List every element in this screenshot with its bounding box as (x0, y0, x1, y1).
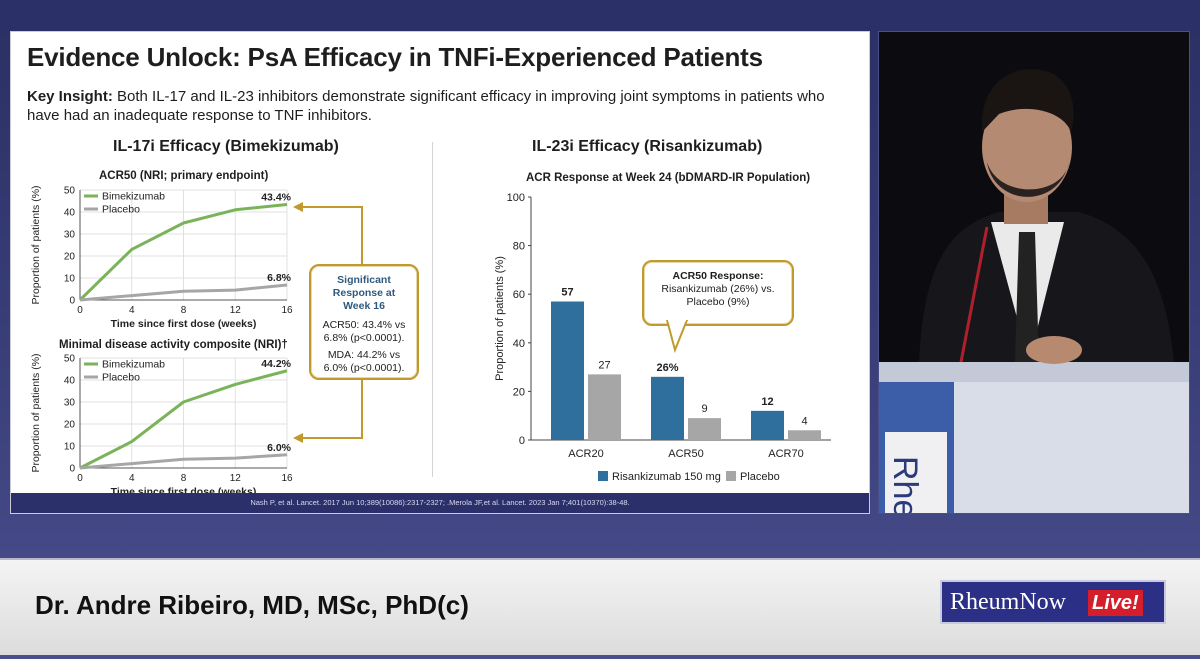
acr50-ytick-label: 10 (64, 274, 76, 285)
acr50-xtick-label: 4 (129, 305, 135, 316)
bar-value-label: 26% (656, 362, 678, 374)
bar-y-axis-label: Proportion of patients (%) (494, 256, 506, 381)
slide-title: Evidence Unlock: PsA Efficacy in TNFi-Ex… (27, 42, 763, 72)
chart2-title: Minimal disease activity composite (NRI)… (59, 339, 288, 351)
acr50-y-axis-label: Proportion of patients (%) (30, 185, 42, 304)
bar-legend-swatch-risankizumab (598, 471, 608, 481)
mda-xtick-label: 0 (77, 473, 83, 484)
acr50-line-chart: 0 10 20 30 40 50 0 4 8 12 16 Time since first dose … (30, 185, 293, 330)
bar-ytick-label: 0 (519, 435, 525, 447)
mda-line-chart: 0 10 20 30 40 50 0 4 8 12 16 Time since first dose … (30, 353, 293, 496)
speaker-illustration: Rhe (879, 32, 1189, 514)
acr50-legend-label-bimekizumab: Bimekizumab (102, 191, 165, 203)
presentation-slide: Evidence Unlock: PsA Efficacy in TNFi-Ex… (10, 31, 870, 514)
acr50-end-label-bimekizumab: 43.4% (261, 192, 291, 204)
mda-series-placebo (79, 453, 288, 470)
key-insight: Key Insight: Both IL-17 and IL-23 inhibi… (27, 87, 847, 125)
mda-legend-label-placebo: Placebo (102, 372, 140, 384)
acr50-xtick-label: 0 (77, 305, 83, 316)
bar-ytick-label: 80 (513, 241, 525, 253)
rheumnow-logo: RheumNow Live! (940, 580, 1166, 624)
brand-live-badge: Live! (1088, 590, 1143, 616)
bar-acr20-placebo (588, 374, 621, 440)
bar-category-label: ACR50 (668, 448, 703, 460)
bar-value-label: 57 (561, 286, 573, 298)
bar-legend-label-risankizumab: Risankizumab 150 mg (612, 471, 721, 483)
mda-xtick-label: 4 (129, 473, 135, 484)
mda-ytick-label: 0 (69, 464, 75, 475)
acr50-xtick-label: 16 (281, 305, 293, 316)
acr50-xtick-label: 8 (181, 305, 187, 316)
bar-value-label: 9 (701, 403, 707, 415)
mda-xtick-label: 16 (281, 473, 293, 484)
acr50-ytick-label: 20 (64, 252, 76, 263)
chart3-title: ACR Response at Week 24 (bDMARD-IR Popul… (526, 172, 811, 184)
bar-acr70-placebo (788, 430, 821, 440)
right-callout: ACR50 Response: Risankizumab (26%) vs. P… (642, 260, 794, 326)
bar-category-label: ACR20 (568, 448, 603, 460)
bar-value-label: 12 (761, 396, 773, 408)
speaker-video: Rhe (878, 31, 1190, 514)
insight-text: Both IL-17 and IL-23 inhibitors demonstr… (27, 88, 825, 124)
bar-legend-swatch-placebo (726, 471, 736, 481)
bar-acr70-risankizumab (751, 410, 784, 440)
left-callout-mda: MDA: 44.2% vs 6.0% (p<0.0001). (323, 349, 405, 374)
mda-xtick-label: 12 (230, 473, 242, 484)
right-panel-title: IL-23i Efficacy (Risankizumab) (532, 138, 763, 155)
right-callout-heading: ACR50 Response: (672, 270, 764, 282)
acr50-ytick-label: 30 (64, 230, 76, 241)
insight-label: Key Insight: (27, 88, 113, 105)
bar-value-label: 27 (598, 359, 610, 371)
acr50-ytick-label: 40 (64, 208, 76, 219)
presenter-name: Dr. Andre Ribeiro, MD, MSc, PhD(c) (35, 590, 469, 620)
left-callout-acr50: ACR50: 43.4% vs 6.8% (p<0.0001). (322, 319, 406, 344)
callout-connectors (293, 202, 363, 443)
right-callout-body: Risankizumab (26%) vs. Placebo (9%) (661, 283, 775, 308)
bar-acr50-risankizumab (651, 376, 684, 440)
bar-ytick-label: 20 (513, 386, 525, 398)
podium-text: Rhe (886, 456, 924, 514)
mda-legend-label-bimekizumab: Bimekizumab (102, 359, 165, 371)
bar-acr20-risankizumab (551, 301, 584, 440)
acr50-end-label-placebo: 6.8% (267, 272, 292, 284)
mda-ytick-label: 30 (64, 398, 76, 409)
acr50-ytick-label: 0 (69, 296, 75, 307)
acr50-legend-label-placebo: Placebo (102, 204, 140, 216)
right-callout-pointer (665, 320, 689, 354)
acr50-x-axis-label: Time since first dose (weeks) (111, 318, 257, 330)
left-callout: Significant Response at Week 16 ACR50: 4… (309, 264, 419, 380)
bar-ytick-label: 100 (507, 192, 525, 204)
bar-ytick-label: 60 (513, 289, 525, 301)
mda-end-label-placebo: 6.0% (267, 442, 292, 454)
bar-legend-label-placebo: Placebo (740, 471, 780, 483)
stage-background (0, 0, 1200, 30)
mda-end-label-bimekizumab: 44.2% (261, 358, 291, 370)
bar-value-label: 4 (801, 415, 807, 427)
acr-response-bar-chart: 0 20 40 60 80 100 Proportion of patients (%) 57… (494, 192, 831, 483)
bar-acr50-placebo (688, 418, 721, 440)
mda-ytick-label: 20 (64, 420, 76, 431)
acr50-xtick-label: 12 (230, 305, 242, 316)
mda-ytick-label: 10 (64, 442, 76, 453)
bar-ytick-label: 40 (513, 338, 525, 350)
chart1-title: ACR50 (NRI; primary endpoint) (99, 170, 269, 182)
brand-name: RheumNow (950, 589, 1066, 615)
acr50-series-bimekizumab (78, 203, 288, 302)
bar-category-label: ACR70 (768, 448, 803, 460)
acr50-ytick-label: 50 (64, 186, 76, 197)
left-callout-heading: Significant Response at Week 16 (332, 274, 396, 312)
mda-xtick-label: 8 (181, 473, 187, 484)
mda-y-axis-label: Proportion of patients (%) (30, 353, 42, 472)
left-panel-title: IL-17i Efficacy (Bimekizumab) (113, 138, 339, 155)
acr50-series-placebo (79, 283, 288, 302)
mda-x-axis-label: Time since first dose (weeks) (111, 486, 257, 496)
citation-bar: Nash P, et al. Lancet. 2017 Jun 10;389(1… (11, 493, 869, 513)
mda-ytick-label: 40 (64, 376, 76, 387)
mda-ytick-label: 50 (64, 354, 76, 365)
panel-divider (432, 142, 433, 477)
mda-series-bimekizumab (79, 369, 288, 470)
